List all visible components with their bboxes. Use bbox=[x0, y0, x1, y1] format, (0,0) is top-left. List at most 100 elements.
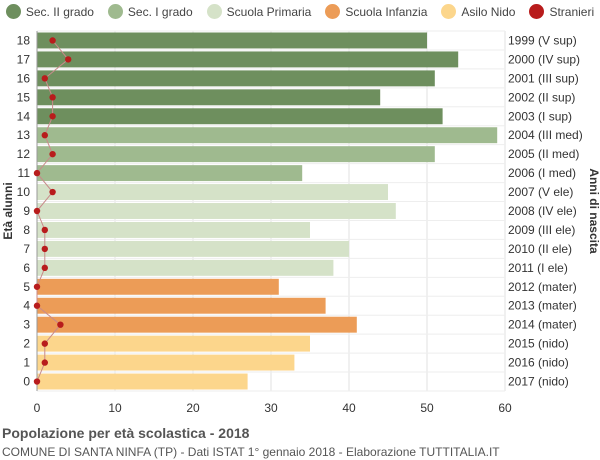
stranieri-point bbox=[49, 113, 56, 120]
y-axis-title-left: Età alunni bbox=[1, 182, 15, 239]
birth-year-tick-label: 2013 (mater) bbox=[508, 299, 577, 313]
y-axis-title-right: Anni di nascita bbox=[587, 168, 600, 254]
birth-year-tick-label: 2003 (I sup) bbox=[508, 109, 572, 123]
bar bbox=[37, 146, 435, 163]
legend-swatch-prim bbox=[206, 4, 222, 19]
legend-item-inf: Scuola Infanzia bbox=[325, 4, 427, 19]
bar bbox=[37, 203, 396, 219]
legend-item-str: Stranieri bbox=[529, 4, 594, 19]
stranieri-point bbox=[33, 302, 41, 309]
stranieri-point bbox=[41, 264, 48, 272]
legend-label: Scuola Infanzia bbox=[345, 4, 428, 19]
birth-year-tick-label: 1999 (V sup) bbox=[508, 33, 577, 47]
bar bbox=[37, 240, 349, 257]
legend-item-sec2: Sec. II grado bbox=[5, 4, 94, 19]
age-tick-label: 6 bbox=[23, 261, 30, 275]
stranieri-point bbox=[41, 340, 48, 347]
bar bbox=[37, 184, 388, 201]
stranieri-point bbox=[33, 283, 41, 290]
legend-swatch-sec1 bbox=[107, 4, 123, 19]
stranieri-point bbox=[41, 226, 48, 234]
age-tick-label: 11 bbox=[18, 166, 31, 180]
legend-swatch-inf bbox=[325, 4, 341, 19]
age-tick-label: 2 bbox=[23, 337, 30, 351]
birth-year-tick-label: 2009 (III ele) bbox=[508, 223, 575, 237]
bar bbox=[37, 278, 279, 295]
stranieri-point bbox=[49, 37, 56, 44]
legend-label: Sec. I grado bbox=[127, 4, 193, 19]
bar bbox=[37, 89, 381, 106]
age-tick-label: 9 bbox=[23, 204, 30, 218]
bar bbox=[37, 70, 435, 87]
legend-label: Sec. II grado bbox=[25, 4, 94, 19]
birth-year-tick-label: 2016 (nido) bbox=[508, 356, 569, 370]
bar bbox=[37, 221, 310, 238]
legend-item-nido: Asilo Nido bbox=[441, 4, 515, 19]
stranieri-point bbox=[57, 321, 64, 328]
stranieri-point bbox=[49, 94, 56, 101]
bar bbox=[37, 297, 326, 314]
legend-item-sec1: Sec. I grado bbox=[107, 4, 193, 19]
chart-subtitle: COMUNE DI SANTA NINFA (TP) - Dati ISTAT … bbox=[2, 445, 500, 459]
age-tick-label: 16 bbox=[17, 71, 31, 85]
x-tick-label: 50 bbox=[420, 401, 434, 415]
age-tick-label: 13 bbox=[17, 128, 31, 142]
birth-year-tick-label: 2011 (I ele) bbox=[508, 261, 568, 275]
age-tick-label: 4 bbox=[23, 299, 30, 313]
bar bbox=[37, 354, 295, 371]
age-tick-label: 3 bbox=[23, 318, 30, 332]
x-tick-label: 20 bbox=[186, 401, 200, 415]
age-tick-label: 17 bbox=[17, 52, 31, 66]
birth-year-tick-label: 2007 (V ele) bbox=[508, 185, 573, 199]
stranieri-point bbox=[41, 359, 48, 366]
birth-year-tick-label: 2017 (nido) bbox=[508, 375, 569, 389]
bar bbox=[37, 108, 443, 125]
stranieri-point bbox=[33, 378, 41, 385]
stranieri-point bbox=[41, 245, 48, 253]
bar bbox=[37, 165, 303, 182]
birth-year-tick-label: 2001 (III sup) bbox=[508, 71, 579, 85]
birth-year-tick-label: 2002 (II sup) bbox=[508, 90, 575, 104]
bar bbox=[37, 316, 357, 333]
age-tick-label: 18 bbox=[17, 33, 31, 47]
birth-year-tick-label: 2004 (III med) bbox=[508, 128, 583, 142]
age-tick-label: 12 bbox=[17, 147, 31, 161]
stranieri-point bbox=[33, 169, 41, 177]
legend-swatch-str bbox=[529, 4, 545, 19]
legend-swatch-nido bbox=[441, 4, 457, 19]
age-tick-label: 10 bbox=[17, 185, 31, 199]
legend-label: Stranieri bbox=[549, 4, 595, 19]
birth-year-tick-label: 2000 (IV sup) bbox=[508, 52, 580, 66]
birth-year-tick-label: 2006 (I med) bbox=[508, 166, 576, 180]
stranieri-point bbox=[49, 188, 56, 196]
birth-year-tick-label: 2008 (IV ele) bbox=[508, 204, 577, 218]
stranieri-point bbox=[41, 132, 48, 139]
age-tick-label: 0 bbox=[23, 375, 30, 389]
age-tick-label: 14 bbox=[17, 109, 31, 123]
birth-year-tick-label: 2012 (mater) bbox=[508, 280, 577, 294]
legend-item-prim: Scuola Primaria bbox=[206, 4, 312, 19]
bar bbox=[37, 373, 248, 390]
stranieri-point bbox=[41, 75, 48, 82]
legend-label: Scuola Primaria bbox=[226, 4, 312, 19]
stranieri-point bbox=[65, 56, 72, 63]
birth-year-tick-label: 2014 (mater) bbox=[508, 318, 577, 332]
x-tick-label: 0 bbox=[34, 401, 41, 415]
age-tick-label: 1 bbox=[23, 356, 30, 370]
stranieri-point bbox=[33, 207, 41, 215]
age-tick-label: 5 bbox=[23, 280, 30, 294]
age-tick-label: 8 bbox=[23, 223, 30, 237]
x-tick-label: 40 bbox=[342, 401, 356, 415]
legend: Sec. II grado Sec. I grado Scuola Primar… bbox=[0, 4, 600, 19]
birth-year-tick-label: 2005 (II med) bbox=[508, 147, 579, 161]
bar bbox=[37, 259, 334, 276]
legend-swatch-sec2 bbox=[5, 4, 21, 19]
x-tick-label: 30 bbox=[264, 401, 278, 415]
birth-year-tick-label: 2015 (nido) bbox=[508, 337, 569, 351]
age-tick-label: 15 bbox=[17, 90, 31, 104]
bar bbox=[37, 51, 459, 68]
legend-label: Asilo Nido bbox=[461, 4, 516, 19]
birth-year-tick-label: 2010 (II ele) bbox=[508, 242, 572, 256]
bar bbox=[37, 127, 498, 144]
